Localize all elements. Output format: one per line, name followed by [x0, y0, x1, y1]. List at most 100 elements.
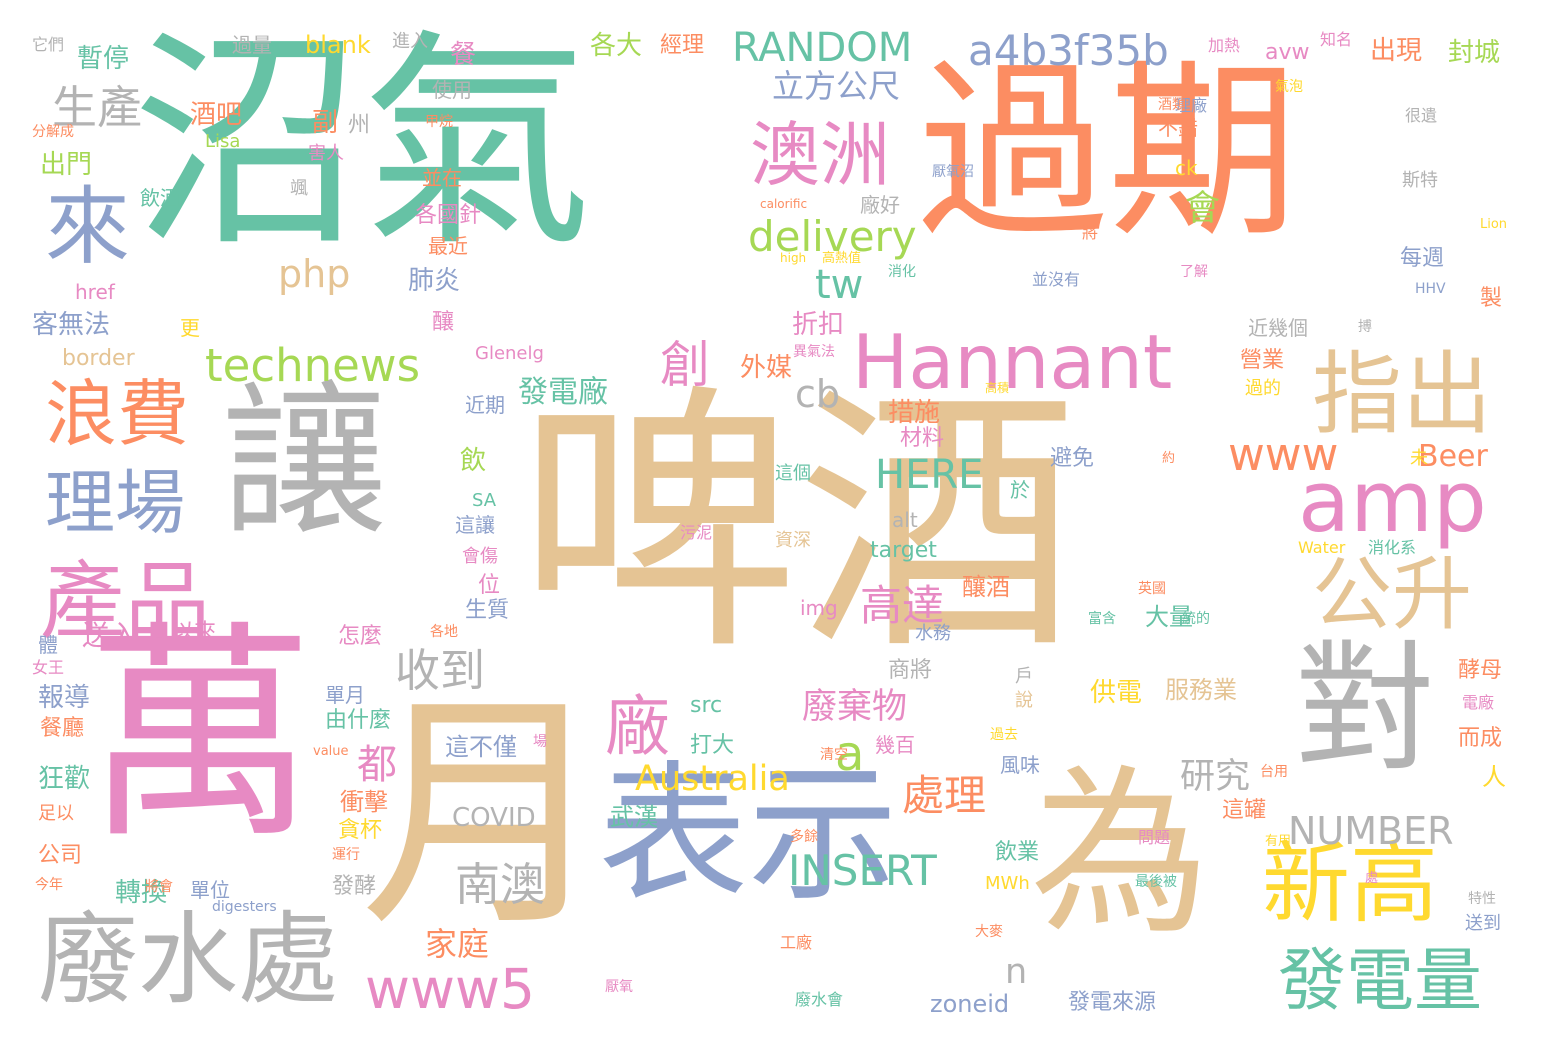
word: 厭氧沼 [932, 164, 974, 180]
word: 近幾個 [1248, 316, 1308, 340]
word: 而成 [1458, 726, 1503, 751]
word: 措施 [888, 398, 941, 428]
word: 有用 [1265, 834, 1292, 849]
word: 以來 [172, 620, 217, 645]
word: 發電來源 [1068, 990, 1157, 1015]
word: NUMBER [1288, 809, 1454, 853]
word: 酵母 [1458, 658, 1503, 683]
word: 氣泡 [1275, 79, 1303, 95]
word: 轉換 [115, 878, 168, 908]
word: 台用 [1260, 764, 1288, 780]
word: 報導 [38, 683, 91, 713]
word: amp [1298, 453, 1487, 552]
word: 怎麼 [338, 624, 383, 649]
word: 發電量 [1278, 942, 1483, 1021]
word: border [62, 346, 135, 371]
word: Australia [635, 759, 790, 799]
word: 飲酒 [140, 186, 180, 210]
word: Hannant [852, 318, 1173, 406]
word: digesters [212, 899, 277, 915]
word: 折扣 [792, 310, 845, 340]
word: 澳洲 [750, 114, 890, 196]
word: 發電廠 [518, 375, 608, 410]
word: 封城 [1448, 38, 1501, 68]
word: 萬 [85, 603, 316, 870]
word: 各大 [590, 31, 643, 61]
word: 出現 [1370, 36, 1423, 66]
word: 進入 [392, 31, 428, 52]
word: 將 [1082, 223, 1099, 242]
word: ck [1175, 156, 1198, 180]
word: 酒類 [1158, 97, 1186, 113]
word: 不錯 [1158, 116, 1198, 140]
word: 多餘 [790, 829, 818, 845]
word: Beer [1418, 439, 1488, 474]
word: 很遺 [1405, 106, 1438, 125]
word: a [835, 726, 865, 782]
word: 富含 [1088, 611, 1116, 627]
word: 這罐 [1222, 798, 1267, 823]
word: 這不僅 [445, 733, 517, 761]
word: 產品 [40, 553, 211, 652]
word: 最近 [428, 234, 468, 258]
word: high [780, 251, 807, 265]
word: 厭氧 [605, 979, 633, 995]
word: 來 [45, 178, 131, 277]
word: 處理 [902, 771, 987, 820]
word: 特性 [1468, 891, 1496, 907]
word: 公升 [1312, 548, 1472, 641]
word: href [75, 280, 115, 304]
word: 高積 [985, 381, 1010, 395]
word: 飲 [460, 446, 487, 476]
word: 更 [180, 316, 200, 340]
word: 位 [478, 573, 501, 598]
word: 體 [38, 633, 58, 657]
word: 於 [1010, 478, 1030, 502]
word: 會傷 [462, 546, 498, 567]
word: 它們 [32, 35, 65, 54]
word: 搏 [1358, 319, 1372, 335]
word: 收到 [395, 644, 486, 697]
word: www [1228, 428, 1339, 481]
word: 家庭 [425, 925, 490, 963]
word: 足以 [38, 803, 74, 824]
word: 暫停 [77, 44, 130, 74]
word: 單月 [325, 683, 365, 707]
word: delivery [748, 212, 917, 261]
word: 理場 [45, 462, 185, 544]
word: www5 [365, 957, 535, 1021]
word: 今年 [35, 877, 63, 893]
word: 斯特 [1402, 170, 1438, 191]
word: INSERT [788, 846, 937, 895]
word: 生產 [52, 81, 143, 134]
word: 幾百 [875, 733, 915, 757]
word: Lion [1480, 217, 1508, 232]
word: 創 [660, 336, 710, 394]
word: alt [892, 508, 918, 532]
word: 肺炎 [408, 266, 461, 296]
word: 英國 [1138, 581, 1166, 597]
word: SA [472, 490, 497, 511]
word: 每週 [1400, 246, 1445, 271]
word: 狂歡 [38, 764, 91, 794]
word: 指出 [1312, 342, 1492, 447]
word: 衝擊 [340, 788, 388, 816]
word: target [870, 538, 937, 563]
word: 都 [357, 742, 397, 788]
word: 過量 [232, 33, 272, 57]
word: HERE [875, 452, 984, 498]
word: 外媒 [740, 353, 793, 383]
word: 浪費 [45, 372, 190, 456]
word: 知名 [1320, 30, 1353, 49]
word: 讓 [222, 366, 387, 558]
word: 高熱值 [822, 251, 862, 266]
word: MWh [985, 873, 1030, 894]
word: 大量 [1145, 603, 1193, 631]
word: HHV [1415, 281, 1446, 297]
word: 未 [1410, 448, 1428, 469]
word: 場 [533, 734, 547, 750]
word: 新高 [1262, 832, 1439, 935]
word: 出門 [40, 150, 93, 180]
word: 武漢 [610, 803, 658, 831]
word: 問題 [1138, 828, 1171, 847]
